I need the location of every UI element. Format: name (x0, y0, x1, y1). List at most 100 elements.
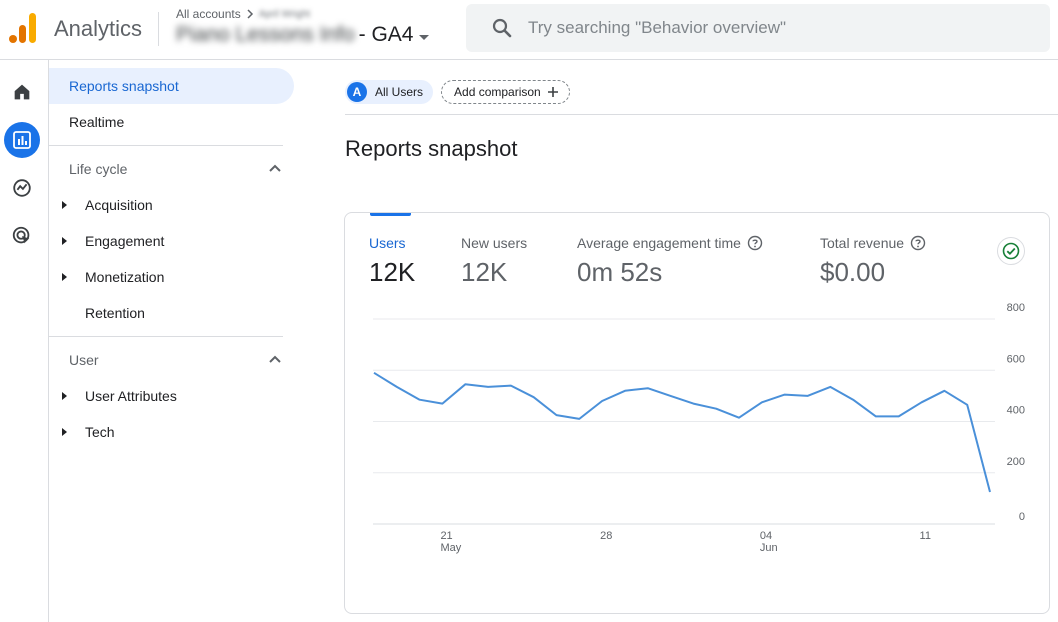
chips-divider (345, 114, 1058, 115)
x-tick-label: 28 (600, 530, 612, 542)
help-icon[interactable] (747, 235, 763, 251)
metric-label: Total revenue (820, 235, 905, 251)
top-bar: Analytics All accounts April Wright Pian… (0, 0, 1058, 60)
nav-user-attributes[interactable]: User Attributes (49, 378, 294, 414)
add-comparison-button[interactable]: Add comparison (441, 80, 570, 104)
expand-arrow-icon (62, 201, 67, 209)
breadcrumb-root[interactable]: All accounts (176, 7, 241, 21)
rail-explore-button[interactable] (4, 170, 40, 206)
y-tick-label: 400 (1007, 405, 1025, 417)
metric-label: Average engagement time (577, 235, 741, 251)
users-series-line (373, 371, 991, 493)
nav-divider (49, 145, 283, 146)
x-tick-label: 21 (440, 530, 452, 542)
logo-dot (9, 35, 17, 43)
expand-arrow-icon (62, 237, 67, 245)
expand-arrow-icon (62, 273, 67, 281)
chevron-right-icon (247, 9, 253, 19)
metrics-card: Users 12K New users 12K Average engageme… (344, 212, 1050, 614)
metric-value: 12K (461, 257, 508, 287)
chevron-up-icon (269, 355, 281, 363)
advertising-icon (12, 226, 30, 244)
nav-realtime[interactable]: Realtime (49, 104, 294, 140)
segment-label: All Users (375, 85, 424, 99)
nav-divider (49, 336, 283, 337)
explore-icon (13, 179, 31, 197)
all-users-chip[interactable]: A All Users (345, 80, 434, 104)
y-tick-label: 0 (1019, 511, 1025, 523)
nav-section-lifecycle[interactable]: Life cycle (49, 151, 283, 187)
chevron-up-icon (269, 164, 281, 172)
caret-down-icon (419, 34, 430, 40)
property-name: Piano Lessons Info (176, 23, 355, 46)
metric-value: $0.00 (820, 257, 886, 287)
nav-label: Retention (85, 305, 145, 321)
search-input[interactable] (528, 18, 1028, 38)
left-rail (0, 60, 49, 622)
comparison-chips: A All Users Add comparison (345, 80, 570, 104)
nav-label: Monetization (85, 269, 165, 285)
metric-users-tab[interactable]: Users 12K (369, 235, 415, 288)
nav-engagement[interactable]: Engagement (49, 223, 294, 259)
app-name[interactable]: Analytics (54, 16, 143, 41)
page-title: Reports snapshot (345, 136, 518, 161)
search-bar[interactable] (466, 4, 1050, 52)
logo-bar-mid (19, 25, 26, 43)
nav-label: Realtime (69, 114, 125, 130)
nav-label: Acquisition (85, 197, 153, 213)
metric-total-revenue-tab[interactable]: Total revenue $0.00 (820, 235, 926, 288)
rail-reports-button[interactable] (4, 122, 40, 158)
logo-bar-tall (29, 13, 36, 43)
plus-icon (547, 87, 558, 97)
property-suffix: - GA4 (358, 23, 414, 46)
nav-section-user[interactable]: User (49, 342, 283, 378)
account-name[interactable]: April Wright (258, 8, 311, 20)
y-tick-label: 200 (1007, 456, 1025, 468)
data-quality-status[interactable] (997, 237, 1025, 265)
section-title: User (69, 352, 99, 368)
nav-acquisition[interactable]: Acquisition (49, 187, 294, 223)
property-selector[interactable]: Piano Lessons Info - GA4 (176, 23, 430, 47)
segment-avatar: A (347, 82, 367, 102)
metric-avg-engagement-tab[interactable]: Average engagement time 0m 52s (577, 235, 763, 288)
metric-label: Users (369, 235, 406, 251)
search-icon (492, 18, 512, 38)
rail-advertising-button[interactable] (4, 218, 40, 254)
reports-icon (13, 131, 31, 149)
expand-arrow-icon (62, 392, 67, 400)
help-icon[interactable] (910, 235, 926, 251)
metric-value: 0m 52s (577, 257, 663, 287)
main-content: A All Users Add comparison Reports snaps… (299, 60, 1058, 622)
nav-monetization[interactable]: Monetization (49, 259, 294, 295)
analytics-logo-icon[interactable] (8, 12, 38, 44)
y-tick-label: 800 (1007, 302, 1025, 314)
section-title: Life cycle (69, 161, 128, 177)
x-tick-label: 04 (760, 530, 772, 542)
check-circle-icon (1002, 242, 1020, 260)
active-tab-indicator (370, 213, 411, 216)
nav-label: User Attributes (85, 388, 177, 404)
nav-tech[interactable]: Tech (49, 414, 294, 450)
x-tick-label: 11 (920, 530, 931, 542)
metric-label-row: Average engagement time (577, 235, 763, 251)
nav-label: Reports snapshot (69, 78, 179, 94)
add-comparison-label: Add comparison (454, 85, 541, 99)
metric-label: New users (461, 235, 528, 251)
metric-new-users-tab[interactable]: New users 12K (461, 235, 527, 288)
metric-label-row: Total revenue (820, 235, 926, 251)
reports-nav: Reports snapshot Realtime Life cycle Acq… (49, 60, 299, 622)
metric-value: 12K (369, 257, 416, 287)
nav-retention[interactable]: Retention (49, 295, 294, 331)
x-tick-sublabel: May (440, 542, 461, 554)
expand-arrow-icon (62, 428, 67, 436)
home-icon (14, 84, 30, 100)
x-tick-sublabel: Jun (760, 542, 778, 554)
nav-label: Engagement (85, 233, 165, 249)
nav-reports-snapshot[interactable]: Reports snapshot (49, 68, 294, 104)
rail-home-button[interactable] (4, 74, 40, 110)
nav-label: Tech (85, 424, 115, 440)
breadcrumb[interactable]: All accounts April Wright (176, 7, 310, 21)
header-divider (158, 12, 159, 46)
y-tick-label: 600 (1007, 353, 1025, 365)
